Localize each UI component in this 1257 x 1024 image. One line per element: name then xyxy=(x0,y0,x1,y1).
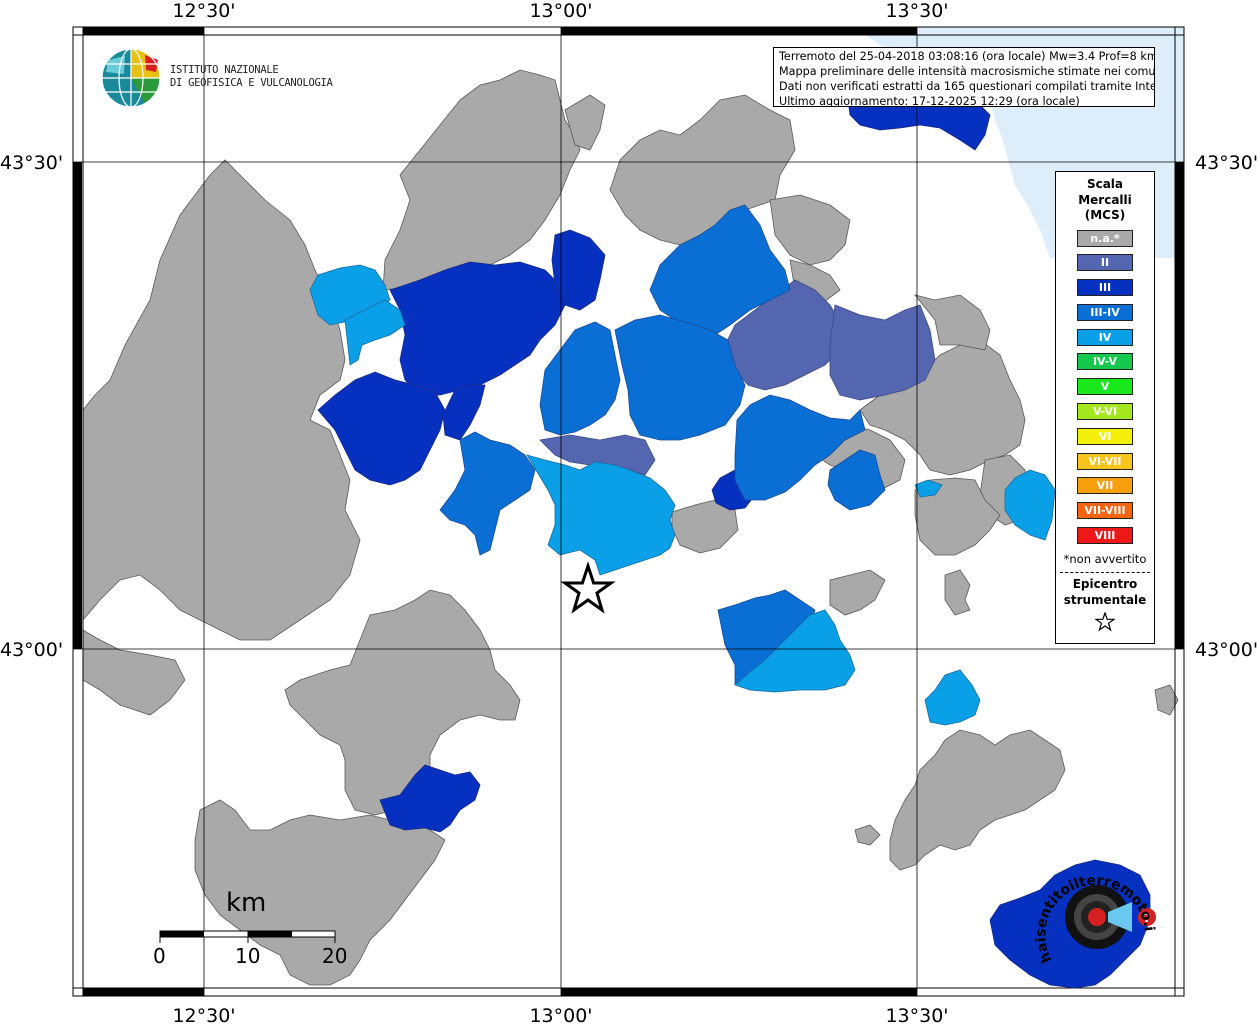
legend-note: *non avvertito xyxy=(1063,551,1147,566)
legend-epicenter-label: Epicentro strumentale xyxy=(1063,576,1147,607)
lon-label-bottom-1: 12°30' xyxy=(172,1005,235,1024)
legend-item-v: V xyxy=(1077,378,1133,396)
legend-star-icon xyxy=(1056,611,1154,636)
legend-item-ivv: IV-V xyxy=(1077,353,1133,371)
lat-label-left-2: 43°00' xyxy=(0,639,63,661)
legend-item-na: n.a.* xyxy=(1077,229,1133,247)
info-line-3: Dati non verificati estratti da 165 ques… xyxy=(779,80,1155,93)
lon-label-top-3: 13°30' xyxy=(885,0,948,22)
lon-label-top-1: 12°30' xyxy=(172,0,235,22)
scale-bar xyxy=(159,930,336,943)
event-info-box: Terremoto del 25-04-2018 03:08:16 (ora l… xyxy=(773,47,1155,107)
legend-item-iiiiv: III-IV xyxy=(1077,303,1133,321)
graticule xyxy=(73,27,1184,996)
municipalities-intensity-IV xyxy=(309,264,1056,726)
legend-item-vii: VII xyxy=(1077,477,1133,495)
legend-item-iv: IV xyxy=(1077,328,1133,346)
star-icon xyxy=(560,561,616,614)
scale-tick-20: 20 xyxy=(322,944,348,968)
legend-item-vvi: V-VI xyxy=(1077,403,1133,421)
lon-label-bottom-2: 13°00' xyxy=(529,1005,592,1024)
intensity-legend: Scala Mercalli (MCS) n.a.* II III III-IV IV I… xyxy=(1055,171,1155,644)
municipalities-intensity-II xyxy=(539,279,936,476)
lat-label-right-2: 43°00' xyxy=(1195,639,1257,661)
legend-title: Scala Mercalli (MCS) xyxy=(1078,177,1132,222)
scale-tick-0: 0 xyxy=(153,944,166,968)
legend-item-ii: II xyxy=(1077,254,1133,272)
scale-tick-10: 10 xyxy=(235,944,261,968)
legend-item-viiviii: VII-VIII xyxy=(1077,502,1133,520)
legend-item-vi: VI xyxy=(1077,427,1133,445)
ingv-globe-icon xyxy=(101,48,161,108)
legend-items: n.a.* II III III-IV IV IV-V V V-VI VI VI-VII VII VI… xyxy=(1056,229,1154,545)
svg-text:?: ? xyxy=(1144,911,1151,925)
legend-separator xyxy=(1060,571,1150,573)
info-line-4: Ultimo aggiornamento: 17-12-2025 12:29 (… xyxy=(779,95,1080,107)
info-line-2: Mappa preliminare delle intensità macros… xyxy=(779,65,1155,78)
lat-label-left-1: 43°30' xyxy=(0,152,63,174)
lat-label-right-1: 43°30' xyxy=(1195,152,1257,174)
legend-item-vivii: VI-VII xyxy=(1077,452,1133,470)
info-line-1: Terremoto del 25-04-2018 03:08:16 (ora l… xyxy=(779,50,1155,63)
ingv-name-line1: ISTITUTO NAZIONALE xyxy=(170,64,279,76)
scale-unit-label: km xyxy=(226,888,267,918)
municipalities-intensity-III-IV xyxy=(439,204,886,686)
legend-item-viii: VIII xyxy=(1077,527,1133,545)
ingv-name-line2: DI GEOFISICA E VULCANOLOGIA xyxy=(170,77,333,89)
ingv-name: ISTITUTO NAZIONALE DI GEOFISICA E VULCAN… xyxy=(170,64,333,90)
legend-item-iii: III xyxy=(1077,279,1133,297)
map-frame xyxy=(72,26,1185,997)
lon-label-top-2: 13°00' xyxy=(529,0,592,22)
lon-label-bottom-3: 13°30' xyxy=(885,1005,948,1024)
